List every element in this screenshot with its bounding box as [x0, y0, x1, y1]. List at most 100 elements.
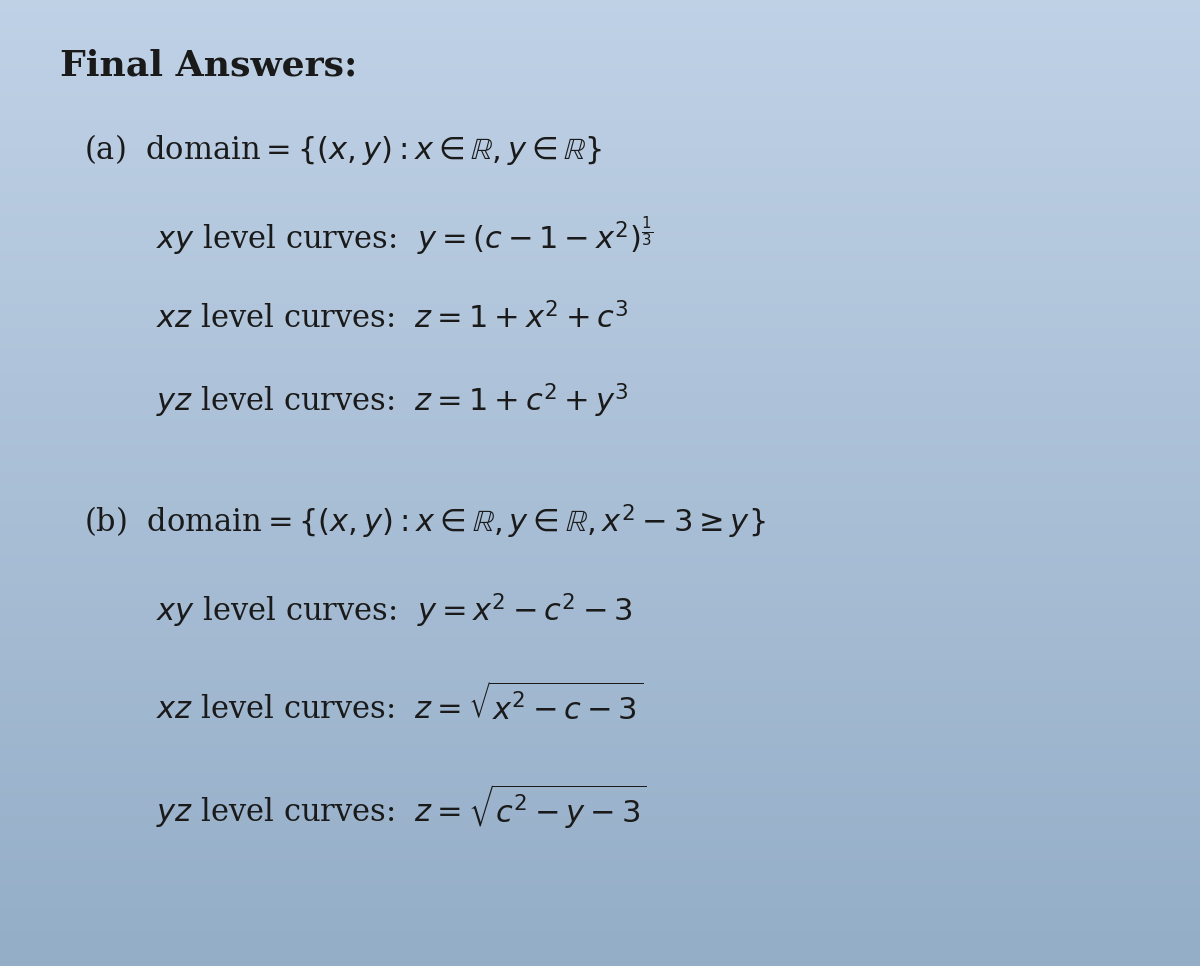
Bar [0, 63, 1200, 68]
Bar [0, 845, 1200, 850]
Bar [0, 715, 1200, 720]
Bar [0, 609, 1200, 613]
Bar [0, 5, 1200, 10]
Bar [0, 39, 1200, 43]
Bar [0, 594, 1200, 599]
Bar [0, 101, 1200, 106]
Bar [0, 884, 1200, 889]
Bar [0, 541, 1200, 546]
Bar [0, 193, 1200, 198]
Bar [0, 232, 1200, 237]
Bar [0, 290, 1200, 295]
Bar [0, 918, 1200, 923]
Bar [0, 729, 1200, 734]
Bar [0, 589, 1200, 594]
Bar [0, 691, 1200, 696]
Bar [0, 932, 1200, 937]
Bar [0, 362, 1200, 367]
Bar [0, 821, 1200, 826]
Bar [0, 787, 1200, 792]
Bar [0, 531, 1200, 536]
Bar [0, 34, 1200, 39]
Bar [0, 357, 1200, 362]
Text: Final Answers:: Final Answers: [60, 48, 358, 82]
Text: $xy$ level curves:  $y = (c - 1 - x^2)^{\frac{1}{3}}$: $xy$ level curves: $y = (c - 1 - x^2)^{\… [156, 214, 653, 259]
Bar [0, 43, 1200, 48]
Bar [0, 647, 1200, 652]
Bar [0, 840, 1200, 845]
Bar [0, 396, 1200, 401]
Bar [0, 599, 1200, 604]
Bar [0, 135, 1200, 140]
Bar [0, 855, 1200, 860]
Bar [0, 488, 1200, 493]
Bar [0, 778, 1200, 782]
Bar [0, 889, 1200, 894]
Bar [0, 280, 1200, 285]
Bar [0, 657, 1200, 662]
Bar [0, 797, 1200, 802]
Bar [0, 710, 1200, 715]
Bar [0, 937, 1200, 942]
Bar [0, 309, 1200, 314]
Bar [0, 758, 1200, 763]
Text: $xz$ level curves:  $z = 1 + x^2 + c^3$: $xz$ level curves: $z = 1 + x^2 + c^3$ [156, 302, 629, 335]
Bar [0, 285, 1200, 290]
Bar [0, 242, 1200, 246]
Bar [0, 739, 1200, 744]
Bar [0, 724, 1200, 729]
Bar [0, 401, 1200, 406]
Bar [0, 169, 1200, 174]
Bar [0, 850, 1200, 855]
Bar [0, 869, 1200, 874]
Bar [0, 82, 1200, 87]
Bar [0, 700, 1200, 705]
Bar [0, 97, 1200, 101]
Bar [0, 493, 1200, 497]
Text: (b)  domain$= \{(x, y) : x \in \mathbb{R}, y \in \mathbb{R}, x^2 - 3 \geq y\}$: (b) domain$= \{(x, y) : x \in \mathbb{R}… [84, 502, 766, 541]
Bar [0, 744, 1200, 749]
Bar [0, 923, 1200, 927]
Bar [0, 299, 1200, 304]
Bar [0, 469, 1200, 473]
Bar [0, 652, 1200, 657]
Bar [0, 92, 1200, 97]
Bar [0, 435, 1200, 440]
Bar [0, 749, 1200, 753]
Bar [0, 705, 1200, 710]
Bar [0, 671, 1200, 676]
Bar [0, 927, 1200, 932]
Bar [0, 473, 1200, 478]
Bar [0, 159, 1200, 164]
Bar [0, 580, 1200, 584]
Bar [0, 773, 1200, 778]
Bar [0, 275, 1200, 280]
Bar [0, 696, 1200, 700]
Bar [0, 865, 1200, 869]
Bar [0, 681, 1200, 686]
Bar [0, 575, 1200, 580]
Bar [0, 24, 1200, 29]
Bar [0, 667, 1200, 671]
Bar [0, 860, 1200, 865]
Bar [0, 425, 1200, 430]
Bar [0, 961, 1200, 966]
Bar [0, 734, 1200, 739]
Bar [0, 551, 1200, 555]
Bar [0, 246, 1200, 251]
Bar [0, 792, 1200, 797]
Bar [0, 913, 1200, 918]
Bar [0, 217, 1200, 222]
Bar [0, 517, 1200, 522]
Bar [0, 213, 1200, 217]
Bar [0, 386, 1200, 391]
Bar [0, 942, 1200, 947]
Bar [0, 295, 1200, 299]
Bar [0, 512, 1200, 517]
Bar [0, 338, 1200, 343]
Bar [0, 454, 1200, 459]
Bar [0, 415, 1200, 420]
Bar [0, 314, 1200, 319]
Bar [0, 121, 1200, 126]
Bar [0, 811, 1200, 816]
